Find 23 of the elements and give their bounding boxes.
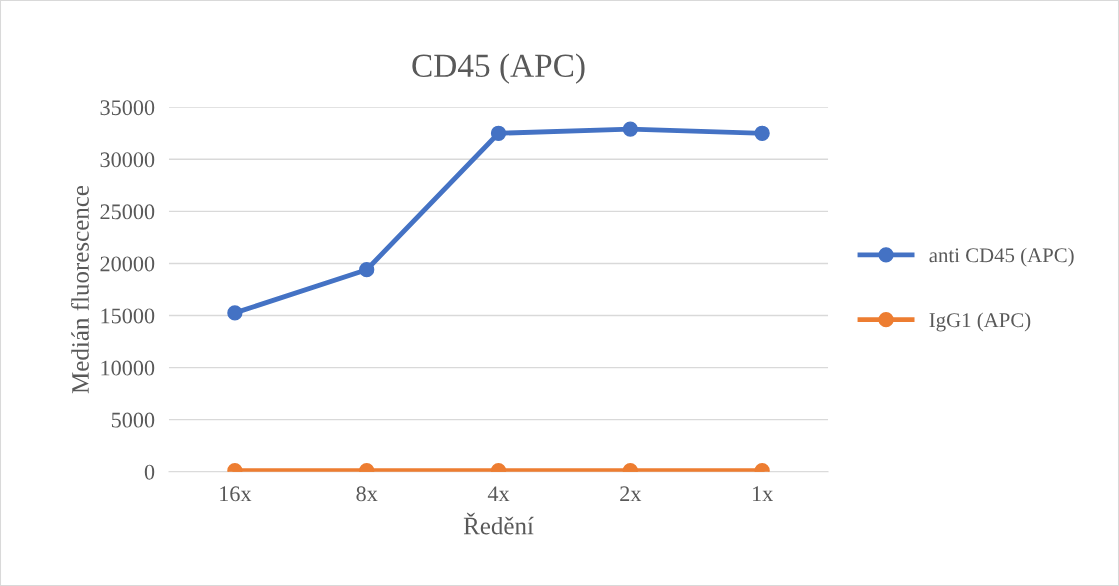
y-tick-label: 0 xyxy=(144,464,155,480)
point xyxy=(490,125,507,141)
y-tick-label: 30000 xyxy=(100,152,155,168)
point xyxy=(622,121,638,137)
x-tick-label: 4x xyxy=(487,486,510,502)
legend-label: anti CD45 (APC) xyxy=(929,247,1074,267)
chart-title: CD45 (APC) xyxy=(412,53,585,84)
y-tick-label: 35000 xyxy=(100,100,155,116)
x-tick-label: 1x xyxy=(752,486,773,502)
y-tick-label: 15000 xyxy=(101,308,155,324)
y-tick-label: 20000 xyxy=(100,256,155,272)
point xyxy=(754,125,770,141)
point xyxy=(359,262,375,278)
y-tick-label: 25000 xyxy=(100,204,155,220)
x-tick-label: 2x xyxy=(620,486,642,502)
legend-label: IgG1 (APC) xyxy=(929,312,1031,332)
y-tick-label: 10000 xyxy=(101,360,155,376)
y-axis-title: Medián fluorescence xyxy=(71,185,89,394)
x-tick-label: 8x xyxy=(356,486,378,502)
x-axis-title: Ředění xyxy=(463,512,534,535)
y-tick-label: 5000 xyxy=(111,412,155,428)
x-tick-label: 16x xyxy=(220,486,252,502)
point xyxy=(227,305,243,321)
